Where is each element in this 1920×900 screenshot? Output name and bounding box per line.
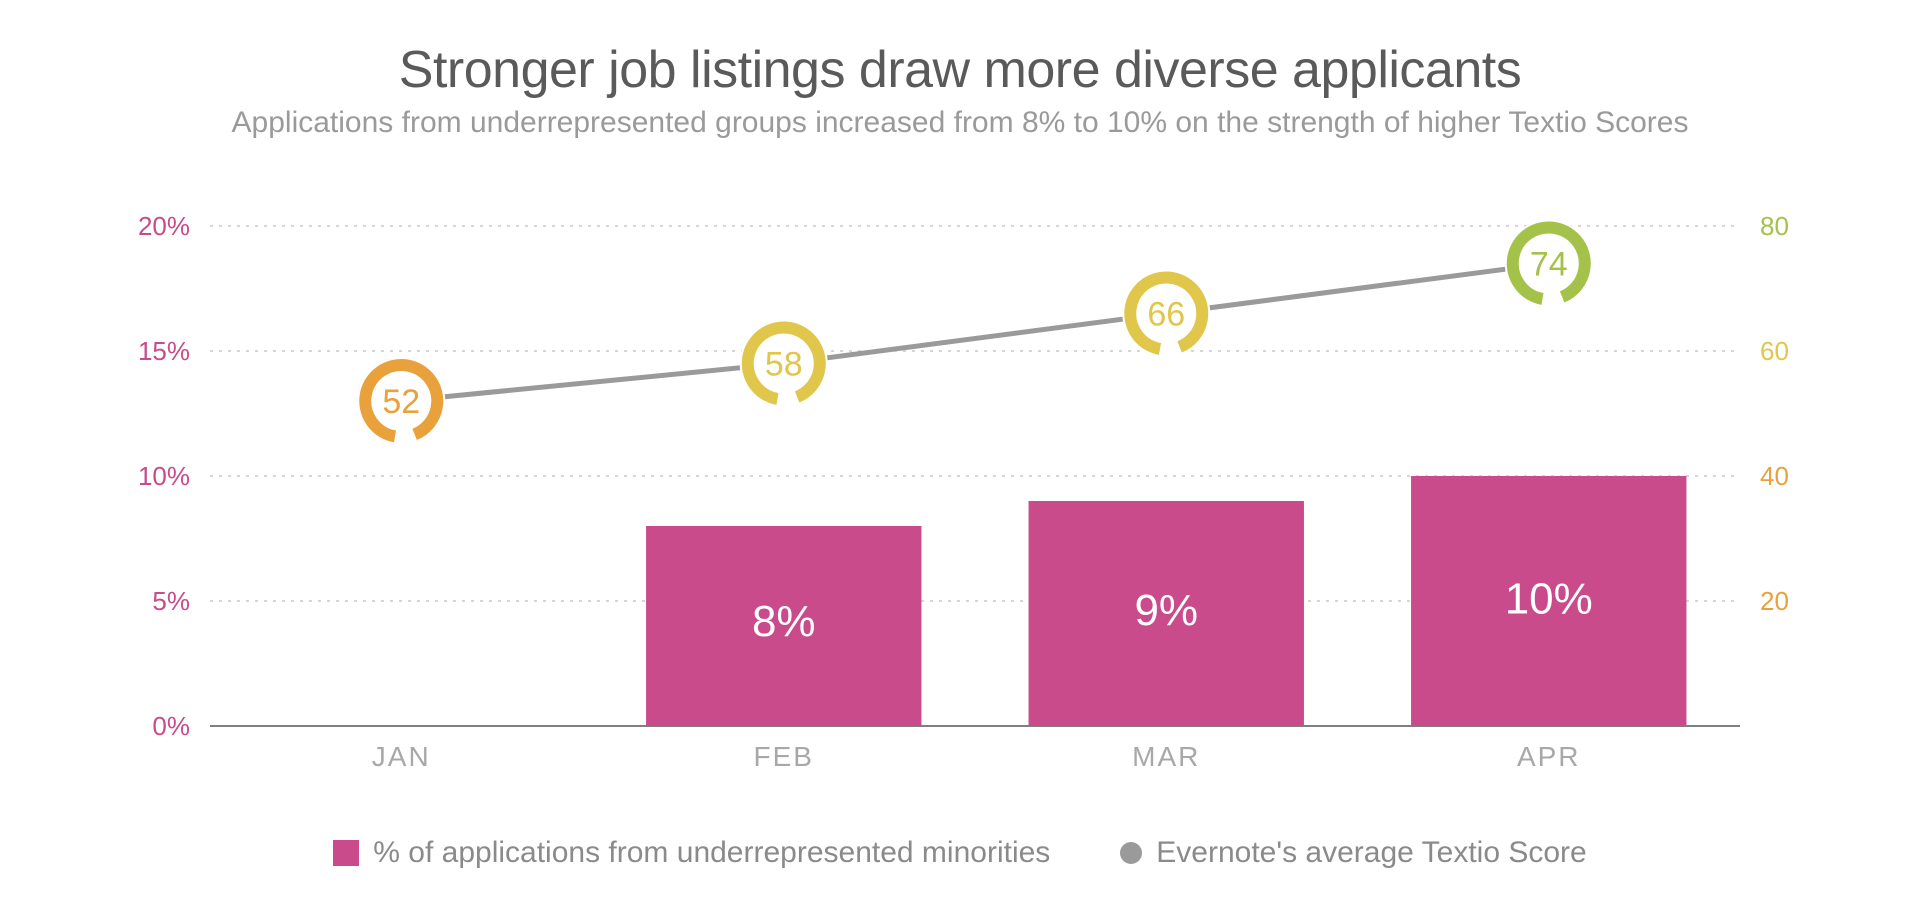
svg-text:58: 58 <box>765 345 803 383</box>
svg-text:9%: 9% <box>1134 586 1198 635</box>
combo-chart-svg: 0% 5% 10% 15% 20% 20 40 60 80 JAN 8% FEB 9% MAR 10% APR… <box>60 180 1860 832</box>
svg-text:10%: 10% <box>138 461 190 491</box>
svg-text:MAR: MAR <box>1132 741 1200 772</box>
svg-text:0%: 0% <box>152 711 190 741</box>
legend-item-line: Evernote's average Textio Score <box>1120 836 1586 870</box>
svg-text:5%: 5% <box>152 586 190 616</box>
legend-line-label: Evernote's average Textio Score <box>1156 836 1586 870</box>
svg-text:20%: 20% <box>138 211 190 241</box>
chart-area: 0% 5% 10% 15% 20% 20 40 60 80 JAN 8% FEB 9% MAR 10% APR… <box>60 180 1860 832</box>
chart-title: Stronger job listings draw more diverse … <box>60 40 1860 100</box>
legend-item-bars: % of applications from underrepresented … <box>333 836 1050 870</box>
svg-text:APR: APR <box>1517 741 1581 772</box>
svg-text:FEB: FEB <box>754 741 814 772</box>
svg-text:80: 80 <box>1760 211 1789 241</box>
svg-text:20: 20 <box>1760 586 1789 616</box>
legend-square-icon <box>333 840 359 866</box>
svg-text:8%: 8% <box>752 597 816 646</box>
svg-text:60: 60 <box>1760 336 1789 366</box>
svg-text:10%: 10% <box>1505 575 1593 624</box>
svg-text:JAN: JAN <box>372 741 431 772</box>
legend-dot-icon <box>1120 842 1142 864</box>
svg-text:66: 66 <box>1147 295 1185 333</box>
svg-text:15%: 15% <box>138 336 190 366</box>
chart-subtitle: Applications from underrepresented group… <box>60 106 1860 140</box>
legend-bar-label: % of applications from underrepresented … <box>373 836 1050 870</box>
svg-text:52: 52 <box>382 383 420 421</box>
svg-text:40: 40 <box>1760 461 1789 491</box>
legend: % of applications from underrepresented … <box>60 836 1860 870</box>
svg-text:74: 74 <box>1530 245 1568 283</box>
